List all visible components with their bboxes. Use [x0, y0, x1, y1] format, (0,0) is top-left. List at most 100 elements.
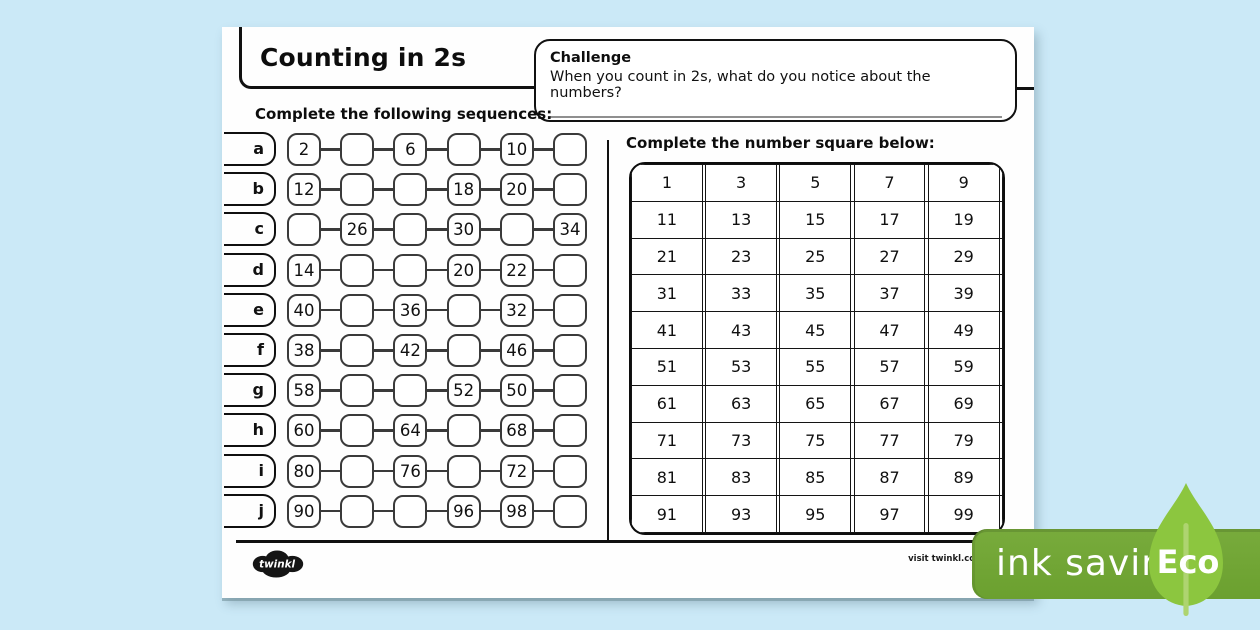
sequence-cell-blank[interactable] [393, 173, 428, 207]
sequence-cell-blank[interactable] [446, 133, 481, 166]
sequence-cell-filled: 46 [499, 334, 534, 367]
number-cell-filled: 75 [779, 421, 852, 460]
sequence-row-a: a 2 6 10 [222, 132, 617, 166]
number-cell-blank[interactable] [776, 274, 781, 313]
connector-line [426, 469, 448, 473]
sequence-cell-blank[interactable] [553, 414, 587, 448]
number-cell-blank[interactable] [998, 237, 1003, 276]
sequence-label-a: a [224, 132, 276, 166]
sequence-cell-blank[interactable] [499, 213, 534, 247]
sequence-cell-blank[interactable] [340, 334, 375, 367]
sequence-rows: a 2 6 10 b 12 18 20 c 26 30 34 d 14 20 22 e 40 36 32 f 38 42 46… [222, 27, 1034, 598]
number-cell-blank[interactable] [998, 495, 1003, 533]
sequence-cell-blank[interactable] [340, 374, 375, 408]
sequence-cell-blank[interactable] [393, 253, 428, 287]
number-cell-blank[interactable] [701, 495, 707, 533]
sequence-cell-blank[interactable] [446, 414, 481, 448]
number-cell-blank[interactable] [850, 495, 855, 533]
sequence-cell-blank[interactable] [340, 454, 375, 488]
challenge-answer-line[interactable] [550, 115, 1002, 118]
sequence-cell-filled: 50 [499, 374, 534, 408]
number-cell-blank[interactable] [924, 237, 929, 276]
sequence-cell-blank[interactable] [446, 454, 481, 488]
connector-line [320, 349, 341, 352]
number-cell-blank[interactable] [924, 384, 929, 423]
number-cell-blank[interactable] [701, 237, 707, 276]
connector-line [479, 228, 501, 231]
connector-line [426, 308, 448, 312]
number-cell-blank[interactable] [776, 347, 781, 386]
sequence-cell-blank[interactable] [553, 173, 587, 207]
number-cell-blank[interactable] [850, 347, 855, 386]
sequence-row-d: d 14 20 22 [222, 252, 617, 287]
connector-line [320, 268, 341, 272]
sequence-cell-blank[interactable] [340, 494, 375, 528]
number-cell-filled: 11 [631, 200, 703, 239]
connector-line [532, 389, 554, 392]
sequence-cell-filled: 18 [446, 173, 481, 207]
number-cell-blank[interactable] [701, 384, 707, 423]
number-cell-blank[interactable] [701, 347, 707, 386]
number-cell-blank[interactable] [701, 274, 707, 313]
sequence-cell-blank[interactable] [446, 334, 481, 367]
number-cell-filled: 27 [853, 237, 926, 276]
number-cell-blank[interactable] [924, 274, 929, 313]
number-cell-blank[interactable] [998, 458, 1003, 497]
number-square-row: 51 53 55 57 59 [631, 347, 1003, 386]
number-cell-blank[interactable] [850, 311, 855, 349]
worksheet-page: Counting in 2s Challenge When you count … [222, 27, 1034, 598]
number-cell-blank[interactable] [998, 164, 1003, 202]
connector-line [532, 148, 554, 151]
number-cell-blank[interactable] [776, 237, 781, 276]
number-cell-filled: 87 [853, 458, 926, 497]
number-cell-blank[interactable] [924, 421, 929, 460]
number-cell-blank[interactable] [998, 274, 1003, 313]
number-cell-blank[interactable] [924, 495, 929, 533]
sequence-cell-blank[interactable] [340, 293, 375, 327]
number-cell-blank[interactable] [998, 311, 1003, 349]
sequence-cell-blank[interactable] [393, 213, 428, 247]
number-square: 1 3 5 7 9 11 13 15 17 19 21 23 25 27 29 31 33 35 37 39 41 43 4… [629, 162, 1005, 535]
number-cell-blank[interactable] [701, 421, 707, 460]
sequence-cell-blank[interactable] [340, 173, 375, 207]
number-cell-blank[interactable] [776, 495, 781, 533]
connector-line [479, 188, 501, 191]
number-cell-blank[interactable] [850, 384, 855, 423]
sequence-cell-blank[interactable] [340, 414, 375, 448]
sequence-cell-blank[interactable] [553, 293, 587, 327]
number-cell-blank[interactable] [850, 237, 855, 276]
sequence-cell-blank[interactable] [553, 253, 587, 287]
connector-line [373, 509, 395, 513]
number-cell-blank[interactable] [776, 384, 781, 423]
number-cell-blank[interactable] [998, 347, 1003, 386]
sequence-cell-blank[interactable] [340, 253, 375, 287]
number-cell-blank[interactable] [998, 200, 1003, 239]
number-cell-blank[interactable] [701, 311, 707, 349]
number-cell-blank[interactable] [924, 347, 929, 386]
sequence-cell-blank[interactable] [340, 133, 375, 166]
sequence-cell-filled: 90 [287, 494, 321, 528]
sequence-cell-blank[interactable] [553, 334, 587, 367]
sequence-cell-blank[interactable] [393, 374, 428, 408]
eco-leaf-icon [1149, 483, 1223, 616]
number-square-row: 61 63 65 67 69 [631, 384, 1003, 423]
sequence-cell-blank[interactable] [553, 133, 587, 166]
number-cell-blank[interactable] [850, 274, 855, 313]
connector-line [373, 268, 395, 272]
sequence-cell-filled: 72 [499, 454, 534, 488]
sequence-cell-blank[interactable] [287, 213, 321, 247]
number-cell-blank[interactable] [776, 421, 781, 460]
sequence-cell-blank[interactable] [446, 293, 481, 327]
sequence-cell-blank[interactable] [553, 374, 587, 408]
number-cell-blank[interactable] [776, 311, 781, 349]
sequences-heading: Complete the following sequences: [255, 105, 553, 123]
number-cell-blank[interactable] [850, 421, 855, 460]
number-cell-filled: 33 [705, 274, 778, 313]
sequence-cell-blank[interactable] [553, 494, 587, 528]
sequence-cell-blank[interactable] [393, 494, 428, 528]
sequence-cell-blank[interactable] [553, 454, 587, 488]
number-cell-blank[interactable] [998, 384, 1003, 423]
number-cell-blank[interactable] [998, 421, 1003, 460]
number-cell-filled: 43 [705, 311, 778, 349]
number-cell-blank[interactable] [924, 311, 929, 349]
